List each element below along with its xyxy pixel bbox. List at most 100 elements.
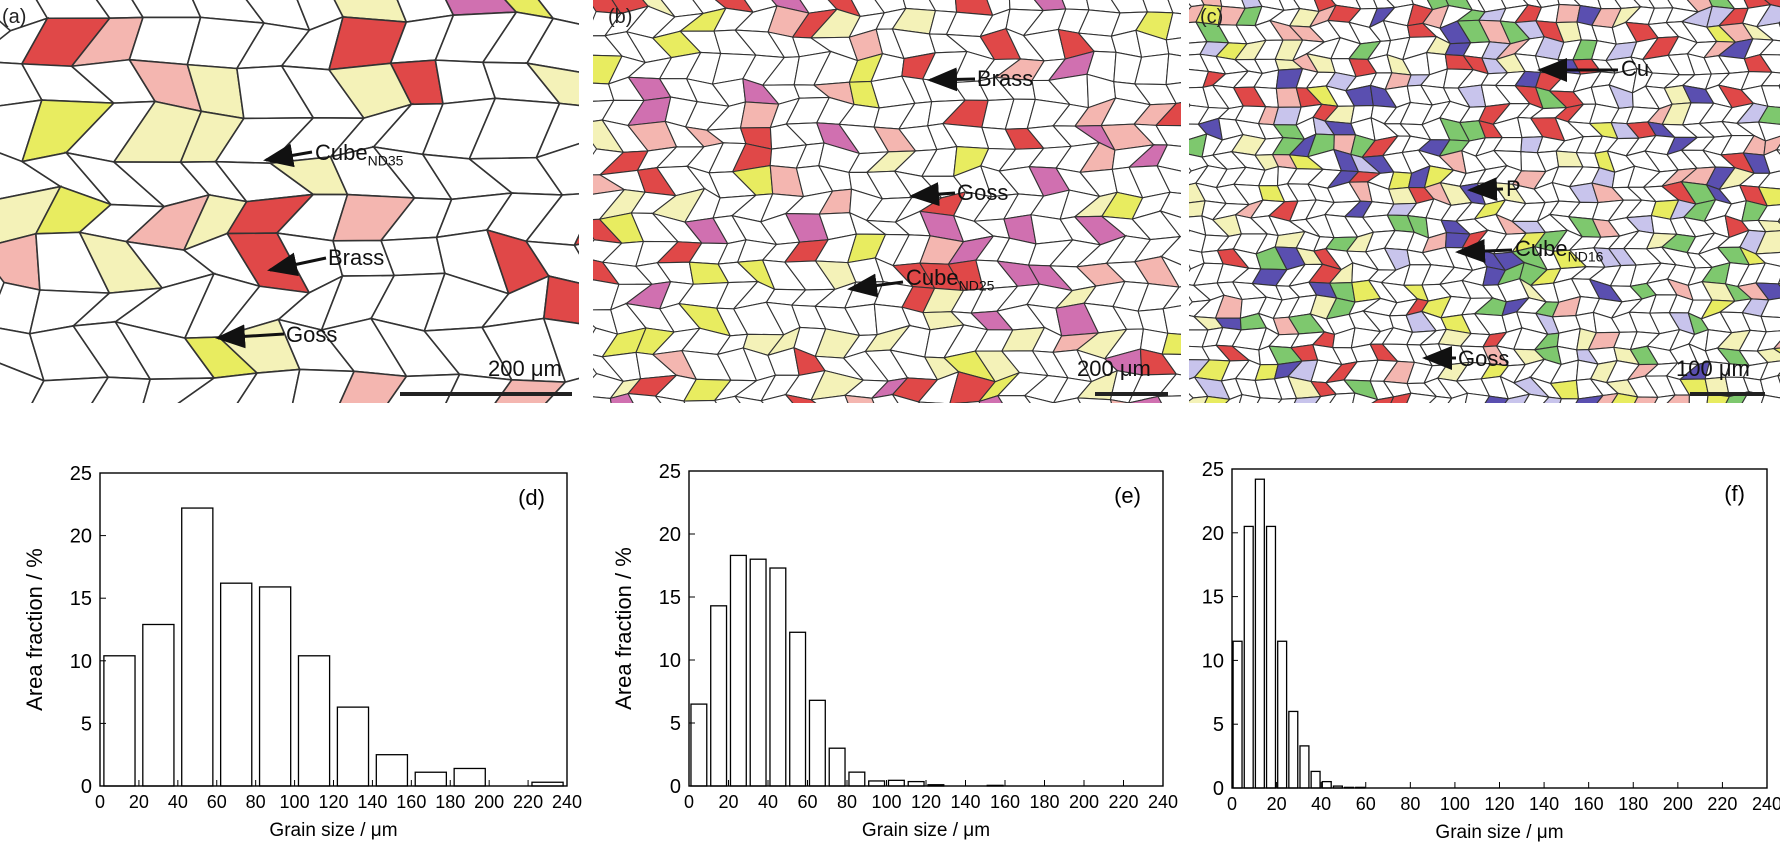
histogram-bar: [142, 623, 175, 787]
x-tick-label: 240: [1148, 792, 1178, 812]
grain: [1559, 398, 1580, 403]
y-tick-label: 20: [659, 524, 681, 546]
grain: [1772, 340, 1780, 350]
x-tick-label: 80: [837, 792, 857, 812]
grain: [535, 142, 579, 196]
grain: [917, 370, 960, 403]
grain: [844, 394, 875, 403]
y-tick-label: 15: [1202, 587, 1224, 609]
x-tick-label: 100: [280, 792, 310, 812]
grain: [1256, 397, 1284, 403]
arrow-icon: [263, 143, 313, 168]
grain: [1757, 170, 1780, 190]
grain: [1161, 353, 1181, 376]
histogram-d: 0 20 40 60 80 100 120 140 160 180 200 220 240 0 5 10 15 2…: [22, 463, 582, 841]
histogram-bar: [375, 754, 409, 787]
x-tick-label: 60: [797, 792, 817, 812]
micrograph-c: [1189, 0, 1780, 403]
grain: [1777, 375, 1780, 384]
grain: [542, 275, 579, 325]
grain: [524, 240, 579, 284]
grain: [654, 395, 686, 403]
y-tick-label: 10: [70, 651, 92, 673]
grain: [1464, 392, 1491, 403]
y-tick-label: 20: [70, 526, 92, 548]
grain: [537, 0, 579, 25]
y-tick-label: 5: [1213, 714, 1224, 736]
grain: [978, 395, 1003, 403]
grain: [1754, 251, 1780, 267]
grain: [0, 362, 46, 403]
grain: [1596, 392, 1620, 403]
grain: [1776, 372, 1780, 377]
histogram-bar: [868, 780, 886, 787]
grain: [917, 401, 945, 403]
grain: [1757, 105, 1780, 125]
grain: [891, 393, 921, 403]
annotation-goss-a: Goss: [286, 322, 338, 347]
arrow-icon: [909, 182, 956, 207]
grain: [1390, 392, 1412, 403]
grain: [525, 62, 579, 107]
grain: [1161, 286, 1181, 310]
grain: [177, 372, 259, 403]
histogram-bar: [181, 507, 214, 787]
x-tick-label: 160: [990, 792, 1020, 812]
grain: [1371, 396, 1395, 403]
histogram-bar: [729, 554, 747, 787]
x-tick-label: 140: [1529, 794, 1559, 814]
x-axis-label: Grain size / μm: [269, 820, 397, 841]
grain: [1760, 85, 1780, 109]
grain: [1484, 395, 1510, 403]
grain: [1161, 332, 1181, 356]
grain: [809, 394, 849, 403]
grain: [1277, 397, 1298, 403]
x-tick-label: 100: [871, 792, 901, 812]
histogram-bar: [414, 771, 448, 787]
grain: [1775, 149, 1780, 155]
annotation-cube-a: CubeND35: [315, 140, 404, 169]
grain: [1757, 186, 1780, 207]
histogram-bar: [1254, 478, 1265, 789]
grain: [733, 395, 764, 403]
annotation-cube-c: CubeND16: [1515, 236, 1604, 265]
histogram-bar: [1310, 770, 1321, 789]
x-tick-label: 60: [207, 792, 227, 812]
annotation-brass-a: Brass: [328, 245, 385, 270]
grain: [1759, 374, 1780, 399]
grain: [573, 243, 579, 255]
x-tick-label: 140: [950, 792, 980, 812]
x-tick-label: 140: [357, 792, 387, 812]
histogram-bar: [1232, 640, 1243, 789]
plot-frame: [1231, 468, 1768, 789]
x-tick-label: 80: [246, 792, 266, 812]
grain: [713, 395, 741, 403]
grain: [1666, 394, 1690, 403]
grain: [1447, 392, 1469, 403]
grain: [609, 392, 634, 403]
grain: [784, 393, 817, 403]
x-tick-label: 0: [95, 792, 105, 812]
annotation-brass-b: Brass: [977, 66, 1034, 91]
histogram-bar: [769, 567, 787, 787]
grain: [1160, 235, 1181, 266]
y-tick-label: 25: [659, 461, 681, 483]
grain: [1756, 348, 1780, 364]
y-tick-label: 5: [81, 713, 92, 735]
y-tick-label: 10: [659, 650, 681, 672]
grain: [142, 377, 217, 403]
annotation-cube-b: CubeND25: [906, 265, 995, 294]
grain: [1165, 82, 1181, 105]
grain: [544, 377, 579, 403]
histogram-bar: [808, 699, 826, 787]
grain: [1052, 397, 1081, 403]
histogram-bar: [1265, 525, 1277, 789]
y-tick-label: 0: [1213, 778, 1224, 800]
grain: [1759, 54, 1780, 74]
x-tick-label: 80: [1400, 794, 1420, 814]
grain: [760, 394, 794, 403]
grain: [996, 395, 1031, 403]
x-tick-label: 100: [1440, 794, 1470, 814]
histogram-bar: [1299, 745, 1310, 789]
x-tick-label: 0: [1227, 794, 1237, 814]
